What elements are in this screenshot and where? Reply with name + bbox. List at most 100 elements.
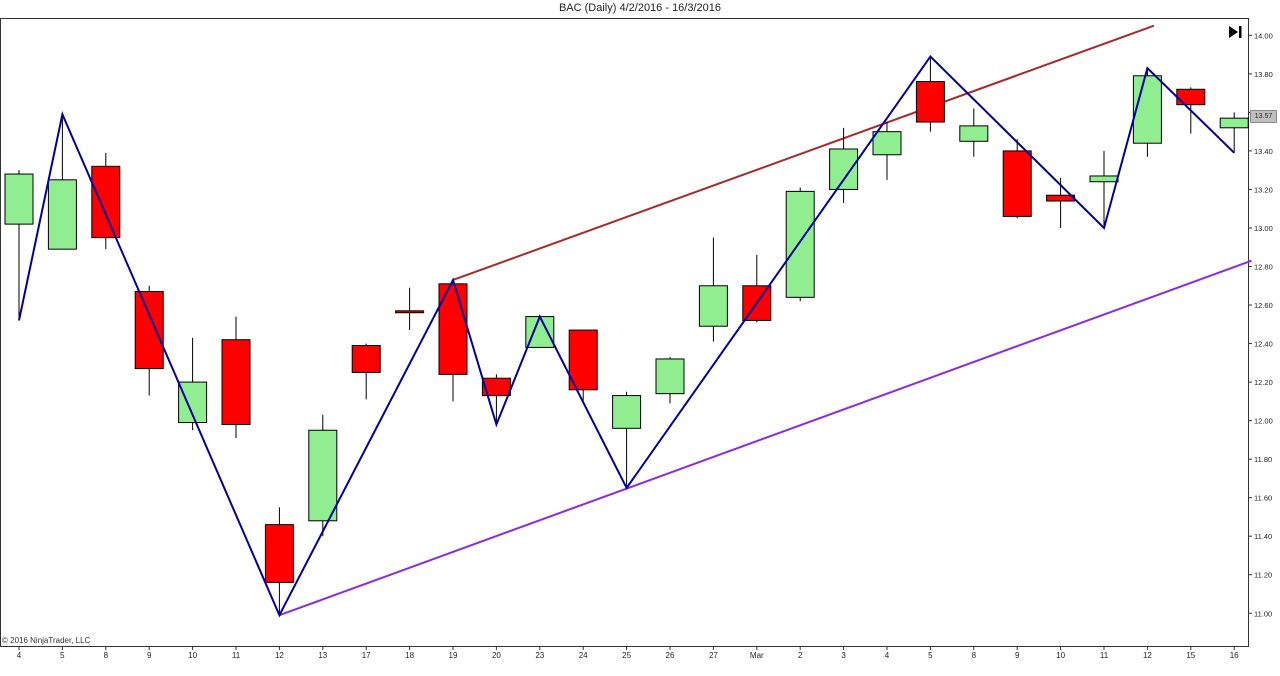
y-tick-label: 14.00	[1254, 31, 1273, 40]
candle-body-up	[1219, 117, 1249, 129]
y-tick-label: 12.00	[1254, 417, 1273, 426]
candle	[698, 237, 728, 342]
candle-body-up	[698, 285, 728, 327]
candle	[612, 391, 642, 489]
date-axis: 4 5 8 9 10 11 12 13 17 18 19 20 23 24 25 26 27 Mar 2 3 4 5 8 9 1…	[17, 646, 1239, 660]
candle-body-down	[221, 339, 251, 425]
candle-body-up	[4, 173, 34, 225]
candle	[308, 414, 338, 537]
candle	[959, 108, 989, 157]
plot-border	[0, 18, 1249, 647]
candle	[829, 127, 859, 203]
x-tick-label: 5	[60, 651, 65, 660]
zigzag-line	[18, 54, 1235, 618]
candle-body-down	[481, 377, 511, 397]
candle-body-down	[395, 310, 425, 314]
candle-body-up	[308, 429, 338, 522]
x-tick-label: 26	[666, 651, 675, 660]
x-tick-label: 18	[405, 651, 414, 660]
x-tick-label: 10	[1056, 651, 1065, 660]
x-tick-label: 20	[492, 651, 501, 660]
candle-body-up	[959, 125, 989, 142]
x-tick-label: 4	[885, 651, 890, 660]
y-tick-label: 13.80	[1254, 70, 1273, 79]
y-tick-label: 11.40	[1254, 532, 1272, 541]
y-tick-label: 12.20	[1254, 378, 1273, 387]
candle-body-up	[1089, 175, 1119, 183]
x-tick-label: 19	[449, 651, 458, 660]
last-price-marker: 13.57	[1250, 110, 1277, 123]
x-tick-label: 2	[798, 651, 803, 660]
candle	[395, 287, 425, 331]
y-tick-label: 13.20	[1254, 185, 1273, 194]
candle-body-down	[915, 81, 945, 123]
candle	[4, 170, 34, 321]
candle	[91, 152, 121, 250]
candle	[221, 316, 251, 438]
y-tick-label: 11.60	[1254, 494, 1272, 503]
x-tick-label: 4	[17, 651, 22, 660]
x-tick-label: Mar	[750, 651, 764, 660]
candle	[351, 343, 381, 400]
candle-body-up	[655, 358, 685, 395]
x-tick-label: 11	[232, 651, 241, 660]
x-tick-label: 8	[972, 651, 977, 660]
y-tick-label: 12.60	[1254, 301, 1273, 310]
candles	[4, 56, 1249, 616]
x-tick-label: 23	[535, 651, 544, 660]
candle	[1132, 68, 1162, 157]
x-tick-label: 15	[1186, 651, 1195, 660]
candle-body-up	[1132, 75, 1162, 144]
y-tick-label: 13.00	[1254, 224, 1273, 233]
x-tick-label: 3	[841, 651, 846, 660]
x-tick-label: 25	[622, 651, 631, 660]
y-tick-label: 12.40	[1254, 340, 1273, 349]
channel-lines	[279, 24, 1252, 617]
y-tick-label: 11.20	[1254, 571, 1272, 580]
candle	[47, 114, 77, 250]
candle-body-down	[1002, 150, 1032, 217]
candle-body-up	[829, 148, 859, 190]
x-tick-label: 5	[928, 651, 933, 660]
plot-frame	[0, 18, 1249, 647]
candle	[568, 329, 598, 402]
candle-body-down	[91, 165, 121, 239]
candle	[134, 285, 164, 396]
candle-body-down	[1176, 88, 1206, 106]
x-tick-label: 27	[709, 651, 718, 660]
candle	[1219, 112, 1249, 153]
candle	[915, 56, 945, 132]
y-tick-label: 11.80	[1254, 455, 1272, 464]
candle-body-up	[47, 179, 77, 250]
candle	[1002, 139, 1032, 219]
x-tick-label: 12	[275, 651, 284, 660]
y-tick-label: 11.00	[1254, 609, 1272, 618]
skip-to-end-icon	[1229, 26, 1242, 38]
x-tick-label: 24	[579, 651, 588, 660]
x-tick-label: 13	[318, 651, 327, 660]
x-tick-label: 16	[1230, 651, 1239, 660]
y-tick-label: 12.80	[1254, 263, 1273, 272]
scroll-to-end-button[interactable]	[1226, 24, 1244, 40]
y-tick-label: 13.40	[1254, 147, 1273, 156]
candle-body-down	[134, 291, 164, 370]
candle	[872, 122, 902, 180]
candle-body-down	[568, 329, 598, 391]
lower-channel-line	[279, 259, 1252, 617]
candle-body-down	[264, 524, 294, 583]
candle	[178, 337, 208, 431]
x-tick-label: 12	[1143, 651, 1152, 660]
candle	[481, 374, 511, 425]
price-axis: 11.00 11.20 11.40 11.60 11.80 12.00 12.20 12.40…	[1248, 31, 1273, 618]
x-tick-label: 10	[188, 651, 197, 660]
x-tick-label: 17	[362, 651, 371, 660]
candle-body-up	[612, 395, 642, 429]
candle-body-up	[872, 131, 902, 156]
candle	[655, 357, 685, 404]
x-tick-label: 11	[1100, 651, 1109, 660]
copyright-notice: © 2016 NinjaTrader, LLC	[2, 636, 91, 645]
x-tick-label: 8	[104, 651, 109, 660]
x-tick-label: 9	[1015, 651, 1020, 660]
candle-body-down	[351, 344, 381, 373]
